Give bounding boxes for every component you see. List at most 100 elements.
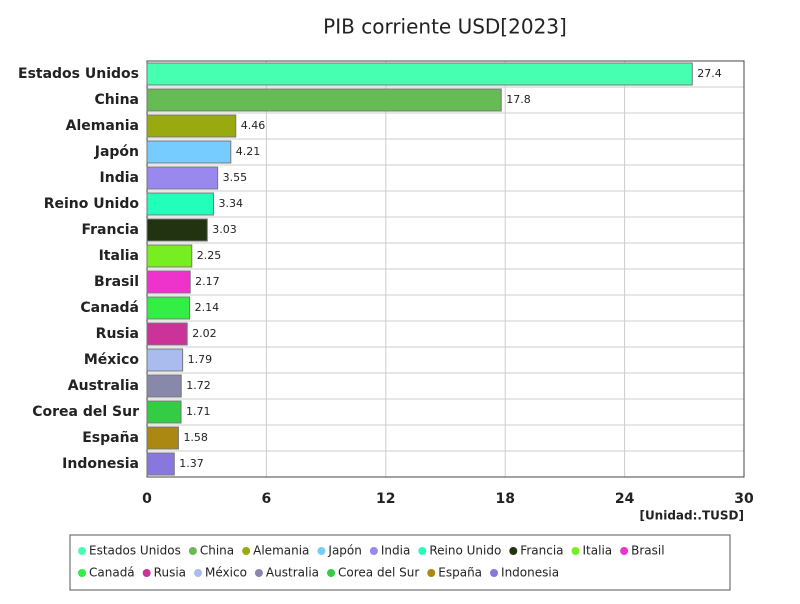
legend-item: Brasil: [620, 544, 665, 558]
bar: [146, 452, 175, 476]
y-tick-label: Corea del Sur: [32, 404, 139, 420]
y-tick-label: Italia: [99, 248, 139, 264]
legend-marker: [78, 569, 86, 577]
bar: [146, 270, 191, 294]
legend-item: Corea del Sur: [327, 566, 419, 580]
legend-label: Italia: [583, 544, 613, 558]
bar: [146, 296, 191, 320]
legend-label: Japón: [327, 544, 361, 558]
y-tick-label: Brasil: [94, 274, 139, 290]
y-tick-label: Estados Unidos: [18, 66, 139, 82]
x-tick-label: 0: [142, 491, 152, 507]
value-label: 27.4: [697, 67, 722, 80]
x-tick-label: 30: [734, 491, 754, 507]
legend-marker: [254, 569, 263, 577]
legend-item: México: [194, 566, 247, 580]
legend-label: Australia: [266, 566, 319, 580]
legend-marker: [142, 569, 151, 577]
value-label: 3.03: [212, 223, 237, 236]
legend-marker: [188, 547, 197, 555]
bar: [146, 244, 193, 268]
bar: [146, 426, 179, 450]
bar: [146, 166, 219, 190]
bar: [146, 218, 208, 242]
legend-item: Reino Unido: [418, 544, 501, 558]
y-tick-label: Japón: [94, 144, 139, 160]
value-label: 1.58: [183, 431, 208, 444]
legend-label: Francia: [520, 544, 563, 558]
y-tick-label: España: [82, 430, 139, 446]
plot-border: [146, 60, 745, 478]
legend-marker: [194, 569, 203, 577]
legend-marker: [317, 547, 326, 555]
bar: [146, 192, 214, 216]
legend-label: China: [200, 544, 234, 558]
value-label: 4.21: [236, 145, 260, 158]
legend-label: Rusia: [154, 566, 186, 580]
bar: [146, 400, 182, 424]
legend-item: China: [188, 544, 234, 558]
legend-marker: [620, 547, 629, 555]
bar: [146, 62, 693, 86]
legend-item: Alemania: [242, 544, 309, 558]
legend-item: Italia: [571, 544, 613, 558]
legend-marker: [427, 569, 436, 577]
value-label: 3.55: [223, 171, 248, 184]
legend-marker: [327, 569, 336, 577]
legend-marker: [78, 547, 86, 555]
legend-item: Japón: [317, 544, 362, 558]
legend-box: [69, 534, 731, 591]
bar: [146, 374, 182, 398]
value-label: 1.79: [188, 353, 213, 366]
y-tick-label: India: [100, 170, 139, 186]
legend-label: Estados Unidos: [89, 544, 181, 558]
value-label: 1.71: [186, 405, 211, 418]
value-label: 17.8: [506, 93, 530, 106]
legend-label: Alemania: [253, 544, 309, 558]
y-tick-label: China: [95, 92, 139, 108]
x-tick-label: 24: [615, 491, 635, 507]
y-tick-label: Canadá: [80, 300, 139, 316]
legend-label: Corea del Sur: [338, 566, 419, 580]
legend-label: Canadá: [89, 566, 135, 580]
value-label: 2.25: [197, 249, 222, 262]
value-label: 2.17: [195, 275, 220, 288]
bar: [146, 88, 502, 112]
y-tick-label: Australia: [68, 378, 139, 394]
y-tick-label: Francia: [81, 222, 139, 238]
legend-label: España: [438, 566, 482, 580]
unit-label: [Unidad:.TUSD]: [639, 509, 744, 523]
x-tick-label: 6: [262, 491, 272, 507]
legend-label: India: [381, 544, 410, 558]
legend-item: Indonesia: [490, 566, 559, 580]
y-tick-label: Alemania: [66, 118, 139, 134]
legend-label: México: [205, 566, 247, 580]
chart-title: PIB corriente USD[2023]: [323, 15, 567, 39]
legend-marker: [509, 547, 518, 555]
x-tick-label: 12: [376, 491, 395, 507]
y-tick-label: Reino Unido: [44, 196, 140, 212]
legend-item: Canadá: [78, 566, 135, 580]
value-label: 4.46: [241, 119, 266, 132]
legend-marker: [418, 547, 427, 555]
legend-marker: [369, 547, 378, 555]
value-label: 1.72: [186, 379, 211, 392]
bar: [146, 322, 188, 346]
y-tick-label: Rusia: [96, 326, 139, 342]
bar: [146, 114, 237, 138]
y-tick-label: Indonesia: [62, 456, 139, 472]
legend-item: España: [427, 566, 482, 580]
bar: [146, 140, 232, 164]
x-tick-label: 18: [495, 491, 514, 507]
legend-item: India: [369, 544, 410, 558]
legend-marker: [571, 547, 580, 555]
y-tick-label: México: [84, 352, 140, 368]
bar: [146, 348, 184, 372]
legend-label: Indonesia: [501, 566, 559, 580]
legend-marker: [242, 547, 251, 555]
value-label: 3.34: [218, 197, 243, 210]
legend-item: Francia: [509, 544, 564, 558]
legend-item: Estados Unidos: [78, 544, 181, 558]
legend-item: Australia: [254, 566, 319, 580]
